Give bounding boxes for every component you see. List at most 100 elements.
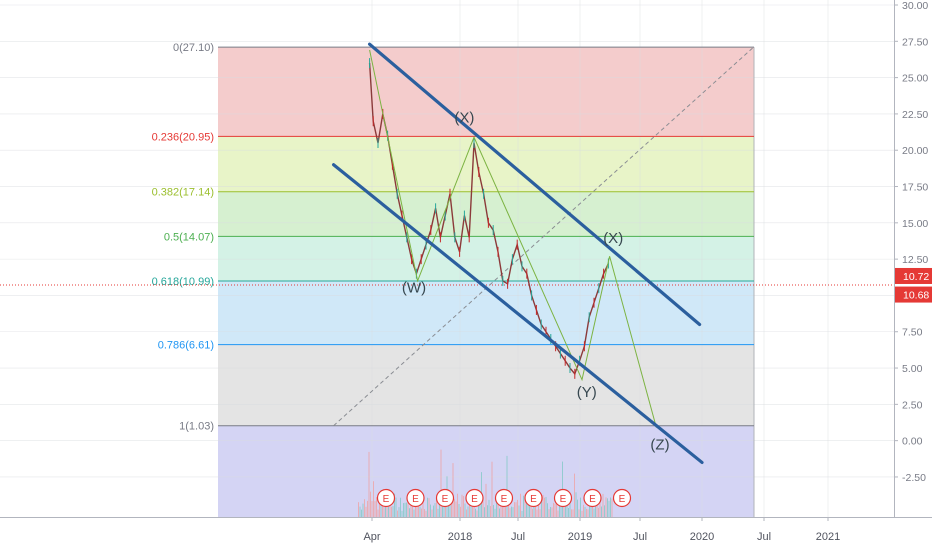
volume-bar xyxy=(575,492,577,517)
volume-bar xyxy=(427,497,428,517)
x-tick-label-2: Jul xyxy=(511,531,525,543)
volume-bar xyxy=(526,499,527,517)
volume-bar xyxy=(547,503,548,517)
y-tick-label-12: 27.50 xyxy=(902,36,928,48)
volume-bar xyxy=(497,500,499,517)
volume-bar xyxy=(458,503,460,517)
earnings-marker-5[interactable] xyxy=(524,488,543,508)
volume-bar xyxy=(422,499,424,517)
grid xyxy=(0,0,894,517)
earnings-marker-3[interactable] xyxy=(465,488,484,508)
earnings-marker-6[interactable] xyxy=(553,488,573,508)
volume-bar xyxy=(445,499,446,517)
volume-bar xyxy=(476,510,478,517)
wave-polyline xyxy=(369,49,657,428)
trend-diagonal xyxy=(333,46,754,427)
volume-bar xyxy=(431,509,433,517)
earnings-marker-0[interactable] xyxy=(376,488,396,508)
fib-zone-4 xyxy=(218,281,754,345)
x-tick-label-0: Apr xyxy=(363,531,380,543)
volume-bar xyxy=(602,493,604,517)
volume-bar xyxy=(572,509,574,517)
y-tick-label-8: 17.50 xyxy=(902,182,928,194)
volume-bar xyxy=(608,500,610,517)
channel-lines[interactable] xyxy=(332,42,704,465)
fib-label-3: 0.5(14.07) xyxy=(164,231,214,243)
volume-bar xyxy=(499,508,500,517)
volume-bar xyxy=(524,494,526,517)
volume-bar xyxy=(500,497,502,517)
volume-bar xyxy=(604,505,605,517)
time-axis-bg xyxy=(0,517,932,550)
volume-bar xyxy=(523,495,524,517)
volume-bar xyxy=(533,506,535,517)
volume-bar xyxy=(403,503,404,517)
volume-bar xyxy=(589,500,590,517)
wave-labels: (X) (W) (X) (Y) (Z) xyxy=(402,110,670,454)
volume-bar xyxy=(592,499,593,517)
x-tick-label-1: 2018 xyxy=(448,531,472,543)
volume-bar xyxy=(358,502,359,517)
volume-bar xyxy=(368,451,370,517)
channel-upper-line[interactable] xyxy=(368,42,702,327)
volume-bar xyxy=(392,506,394,517)
earnings-marker-label: E xyxy=(442,494,449,505)
volume-bar xyxy=(401,510,403,517)
volume-bar xyxy=(509,508,511,517)
volume-bar xyxy=(469,505,470,517)
volume-bar xyxy=(370,491,371,517)
wave-label-3: (Y) xyxy=(577,384,597,401)
volume-bar xyxy=(515,502,517,517)
channel-lower-line[interactable] xyxy=(332,163,704,465)
y-tick-label-9: 20.00 xyxy=(902,145,928,157)
volume-bar xyxy=(479,502,481,517)
volume-bar xyxy=(563,506,565,517)
wave-path xyxy=(369,49,657,428)
earnings-marker-1[interactable] xyxy=(406,488,425,508)
x-tick-label-7: 2021 xyxy=(816,531,840,543)
volume-bar xyxy=(359,506,361,517)
volume-bar xyxy=(475,508,476,517)
volume-bar xyxy=(457,493,458,517)
volume-bar xyxy=(385,503,386,517)
volume-bar xyxy=(505,506,506,517)
volume-bar xyxy=(494,508,496,517)
volume-bar xyxy=(496,497,497,517)
y-tick-label-2: 2.50 xyxy=(902,399,923,411)
price-label-bg-1 xyxy=(895,286,932,303)
volume-bar xyxy=(409,508,410,517)
earnings-marker-label: E xyxy=(471,494,478,505)
volume-bar xyxy=(550,506,551,517)
volume-bar xyxy=(556,502,557,517)
earnings-marker-4[interactable] xyxy=(494,488,514,508)
volume-bar xyxy=(460,506,461,517)
wave-label-2: (X) xyxy=(603,230,623,247)
volume-bar xyxy=(548,509,550,517)
volume-bar xyxy=(466,509,467,517)
volume-bar xyxy=(470,497,472,517)
earnings-marker-8[interactable] xyxy=(612,488,632,508)
y-tick-label-0: -2.50 xyxy=(902,472,926,484)
earnings-marker-2[interactable] xyxy=(435,488,455,508)
volume-bar xyxy=(485,483,487,517)
fib-label-5: 0.786(6.61) xyxy=(158,340,214,352)
volume-bar xyxy=(389,502,391,517)
volume-bar xyxy=(461,494,463,517)
volume-bar xyxy=(452,463,454,517)
fib-label-0: 0(27.10) xyxy=(173,42,214,54)
earnings-marker-label: E xyxy=(560,494,567,505)
y-tick-label-7: 15.00 xyxy=(902,218,928,230)
volume-bar xyxy=(557,510,559,517)
earnings-marker-7[interactable] xyxy=(583,488,602,508)
volume-bar xyxy=(569,500,571,517)
volume-bar xyxy=(449,501,451,517)
volume-bar xyxy=(418,502,419,517)
price-label-1: 10.68 xyxy=(903,290,929,302)
volume-bar xyxy=(574,473,575,517)
volume-bar xyxy=(379,495,380,517)
volume-bar xyxy=(493,504,494,517)
